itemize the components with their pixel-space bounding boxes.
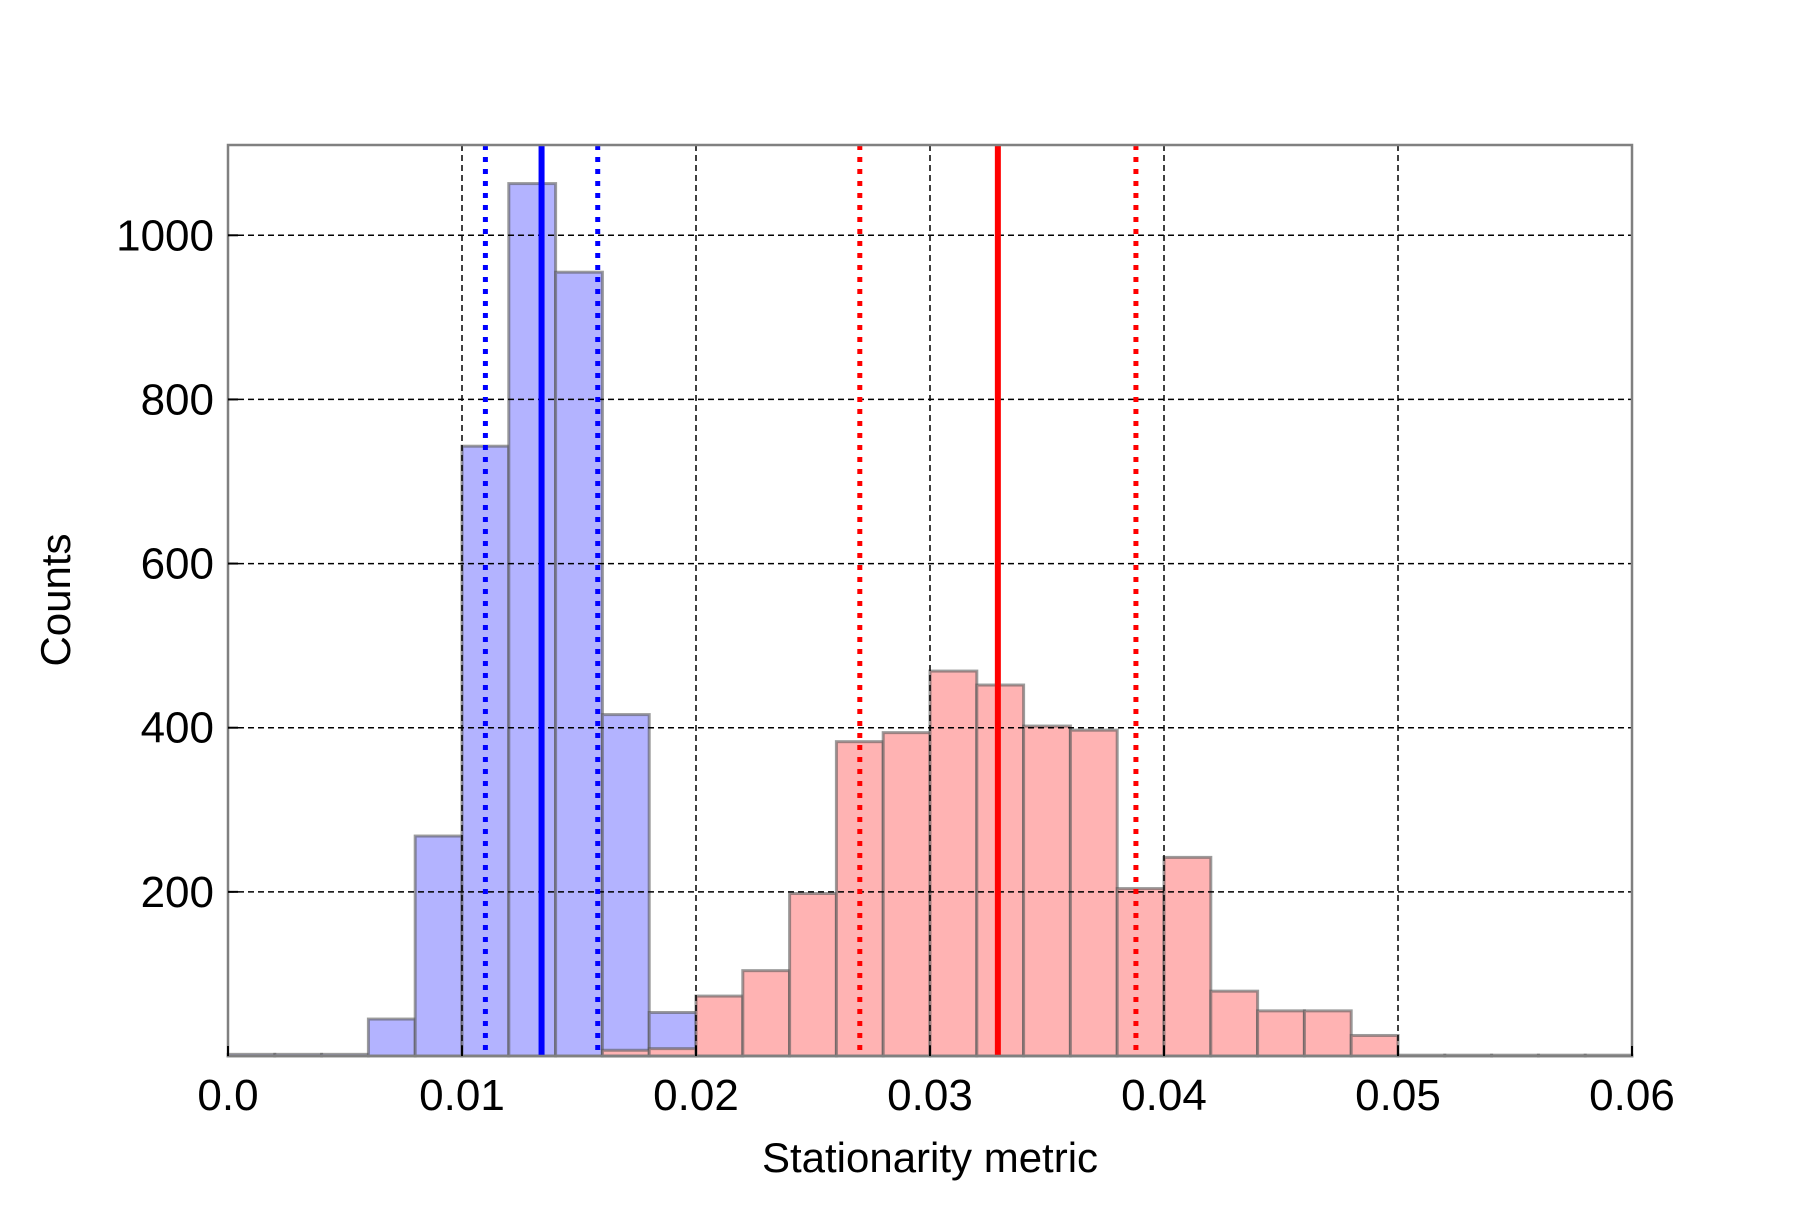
x-tick-label: 0.0: [197, 1071, 258, 1120]
x-tick-label: 0.04: [1121, 1071, 1207, 1120]
histogram-bar-series-2-bin-16: [1302, 1009, 1353, 1058]
y-axis-label: Counts: [32, 533, 79, 666]
y-tick-label: 200: [141, 868, 214, 917]
histogram-bar-series-2-bin-10: [1022, 724, 1072, 1058]
x-tick-label: 0.06: [1589, 1071, 1675, 1120]
x-tick-label: 0.03: [887, 1071, 973, 1120]
histogram-bar-series-2-bin-17: [1349, 1033, 1400, 1058]
histogram-bar-series-1-bin-9: [600, 713, 651, 1058]
y-tick-label: 400: [141, 704, 214, 753]
y-tick-label: 600: [141, 540, 214, 589]
histogram-bar-series-2-bin-15: [1256, 1009, 1306, 1058]
histogram-bar-series-2-bin-4: [741, 969, 792, 1058]
histogram-bar-series-1-bin-7: [507, 182, 558, 1058]
histogram-bar-series-2-bin-11: [1068, 728, 1119, 1058]
histogram-bar-series-2-bin-3: [694, 994, 745, 1058]
histogram-bar-series-1-bin-8: [554, 270, 604, 1058]
histogram-bar-series-2-bin-5: [788, 891, 838, 1058]
histogram-bar-series-2-bin-8: [928, 669, 979, 1058]
bars-layer: [226, 182, 1634, 1058]
histogram-bar-series-2-bin-7: [881, 731, 932, 1058]
y-tick-label: 800: [141, 375, 214, 424]
histogram-bar-series-1-bin-5: [413, 834, 464, 1058]
x-tick-label: 0.01: [419, 1071, 505, 1120]
histogram-bar-series-2-bin-12: [1115, 887, 1166, 1058]
reference-lines-layer: [482, 145, 1139, 1056]
histogram-bar-series-1-bin-4: [366, 1017, 417, 1058]
histogram-bar-series-2-bin-13: [1162, 855, 1213, 1058]
ticks-layer: 0.0 0.01 0.02 0.03 0.04 0.05 0.06 200 400 600 800 1…: [116, 211, 1675, 1120]
x-tick-label: 0.02: [653, 1071, 739, 1120]
x-axis-label: Stationarity metric: [762, 1134, 1098, 1181]
histogram-bar-series-2-bin-14: [1209, 989, 1260, 1058]
y-tick-label: 1000: [116, 211, 214, 260]
histogram-bar-series-2-bin-6: [834, 740, 885, 1058]
x-tick-label: 0.05: [1355, 1071, 1441, 1120]
